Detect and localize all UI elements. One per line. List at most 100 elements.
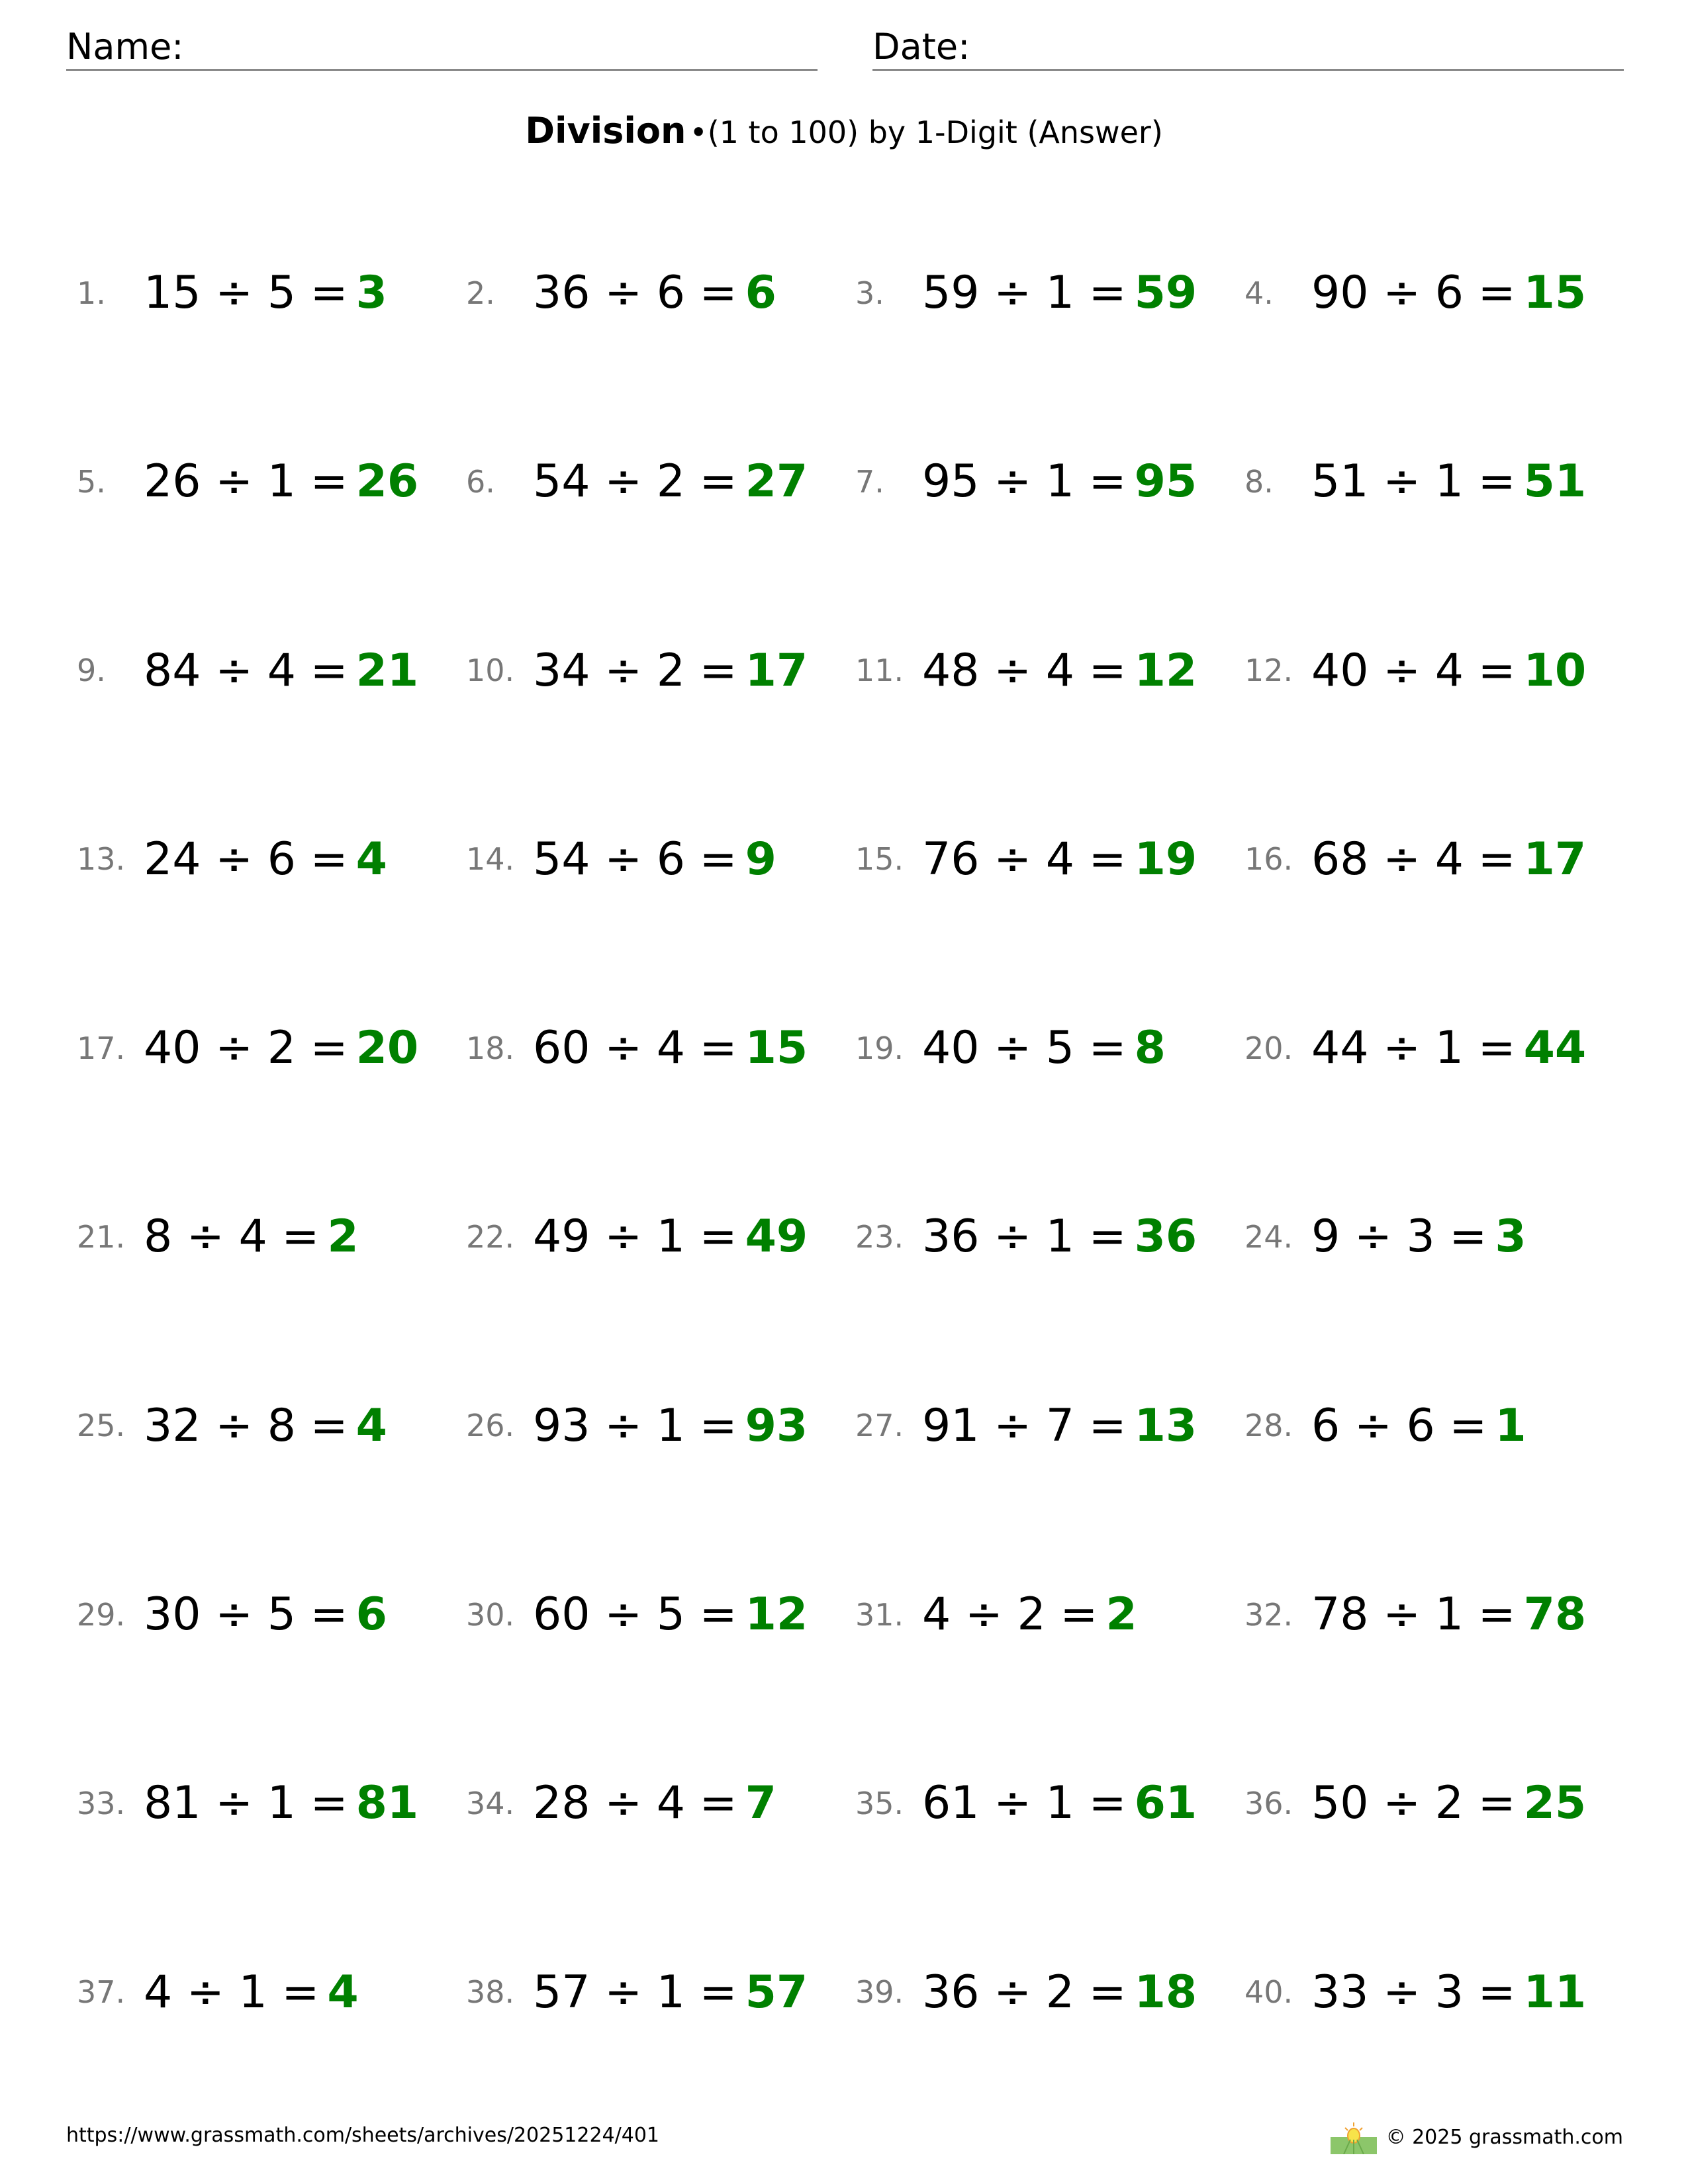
- problem-expression: 44 ÷ 1 =: [1311, 1022, 1516, 1075]
- problem-item: 10. 34 ÷ 2 = 17: [466, 576, 855, 765]
- dividend: 40: [922, 1022, 980, 1075]
- problem-item: 4. 90 ÷ 6 = 15: [1244, 199, 1634, 387]
- problem-number: 13.: [77, 841, 126, 878]
- problem-item: 40. 33 ÷ 3 = 11: [1244, 1898, 1634, 2087]
- problem-answer: 21: [355, 644, 419, 697]
- problem-expression: 60 ÷ 4 =: [533, 1022, 737, 1075]
- problem-item: 5. 26 ÷ 1 = 26: [77, 387, 466, 576]
- divisor: 2: [1017, 1588, 1046, 1641]
- problem-expression: 50 ÷ 2 =: [1311, 1777, 1516, 1830]
- divisor: 1: [656, 1966, 686, 2019]
- problem-expression: 40 ÷ 4 =: [1311, 644, 1516, 697]
- problem-item: 24. 9 ÷ 3 = 3: [1244, 1142, 1634, 1331]
- problem-item: 36. 50 ÷ 2 = 25: [1244, 1709, 1634, 1897]
- problem-number: 19.: [855, 1030, 904, 1066]
- problem-answer: 3: [355, 267, 387, 319]
- dividend: 24: [144, 833, 201, 886]
- divisor: 6: [1434, 267, 1464, 319]
- dividend: 61: [922, 1777, 980, 1830]
- divisor: 5: [1045, 1022, 1075, 1075]
- problem-item: 17. 40 ÷ 2 = 20: [77, 954, 466, 1142]
- divisor: 3: [1406, 1210, 1435, 1263]
- problem-number: 36.: [1244, 1785, 1293, 1821]
- dividend: 33: [1311, 1966, 1369, 2019]
- dividend: 34: [533, 644, 590, 697]
- worksheet-title: Division •(1 to 100) by 1-Digit (Answer): [0, 106, 1688, 165]
- divisor: 1: [1045, 1210, 1075, 1263]
- problem-number: 18.: [466, 1030, 515, 1066]
- problem-answer: 6: [745, 267, 776, 319]
- problem-expression: 36 ÷ 1 =: [922, 1210, 1127, 1263]
- problem-expression: 51 ÷ 1 =: [1311, 455, 1516, 508]
- dividend: 15: [144, 267, 201, 319]
- problem-number: 9.: [77, 653, 106, 689]
- divisor: 4: [656, 1777, 686, 1830]
- divisor: 1: [267, 1777, 297, 1830]
- problem-expression: 40 ÷ 2 =: [144, 1022, 348, 1075]
- problem-item: 22. 49 ÷ 1 = 49: [466, 1142, 855, 1331]
- problem-number: 28.: [1244, 1408, 1293, 1444]
- name-field[interactable]: Name:: [66, 25, 818, 71]
- problem-expression: 48 ÷ 4 =: [922, 644, 1127, 697]
- problem-number: 1.: [77, 275, 106, 311]
- problem-expression: 54 ÷ 2 =: [533, 455, 737, 508]
- problem-number: 10.: [466, 653, 515, 689]
- dividend: 90: [1311, 267, 1369, 319]
- problem-expression: 36 ÷ 6 =: [533, 267, 737, 319]
- problem-answer: 78: [1523, 1588, 1587, 1641]
- divisor: 1: [1434, 1588, 1464, 1641]
- divisor: 6: [267, 833, 297, 886]
- problem-number: 34.: [466, 1785, 515, 1821]
- footer-copyright-block: © 2025 grassmath.com: [1330, 2121, 1623, 2154]
- date-field[interactable]: Date:: [872, 25, 1624, 71]
- dividend: 59: [922, 267, 980, 319]
- problem-expression: 68 ÷ 4 =: [1311, 833, 1516, 886]
- dividend: 48: [922, 644, 980, 697]
- problem-expression: 24 ÷ 6 =: [144, 833, 348, 886]
- problem-number: 7.: [855, 463, 884, 500]
- problem-item: 32. 78 ÷ 1 = 78: [1244, 1520, 1634, 1709]
- problem-item: 12. 40 ÷ 4 = 10: [1244, 576, 1634, 765]
- dividend: 91: [922, 1399, 980, 1452]
- problem-number: 3.: [855, 275, 884, 311]
- dividend: 6: [1311, 1399, 1340, 1452]
- problem-number: 32.: [1244, 1596, 1293, 1633]
- dividend: 84: [144, 644, 201, 697]
- problem-item: 16. 68 ÷ 4 = 17: [1244, 765, 1634, 954]
- problem-expression: 76 ÷ 4 =: [922, 833, 1127, 886]
- problem-item: 38. 57 ÷ 1 = 57: [466, 1898, 855, 2087]
- problem-answer: 44: [1523, 1022, 1587, 1075]
- dividend: 95: [922, 455, 980, 508]
- problem-answer: 15: [1523, 267, 1587, 319]
- dividend: 50: [1311, 1777, 1369, 1830]
- divisor: 6: [1406, 1399, 1435, 1452]
- problem-expression: 34 ÷ 2 =: [533, 644, 737, 697]
- problem-number: 11.: [855, 653, 904, 689]
- problem-item: 27. 91 ÷ 7 = 13: [855, 1332, 1244, 1520]
- divisor: 4: [656, 1022, 686, 1075]
- problem-answer: 18: [1134, 1966, 1197, 2019]
- dividend: 28: [533, 1777, 590, 1830]
- problem-number: 25.: [77, 1408, 126, 1444]
- dividend: 68: [1311, 833, 1369, 886]
- problem-item: 9. 84 ÷ 4 = 21: [77, 576, 466, 765]
- problem-answer: 19: [1134, 833, 1197, 886]
- problem-number: 30.: [466, 1596, 515, 1633]
- divisor: 1: [656, 1210, 686, 1263]
- problem-item: 1. 15 ÷ 5 = 3: [77, 199, 466, 387]
- problem-expression: 15 ÷ 5 =: [144, 267, 348, 319]
- problem-answer: 12: [745, 1588, 808, 1641]
- problem-answer: 2: [1105, 1588, 1137, 1641]
- problem-item: 26. 93 ÷ 1 = 93: [466, 1332, 855, 1520]
- problem-item: 34. 28 ÷ 4 = 7: [466, 1709, 855, 1897]
- problem-item: 30. 60 ÷ 5 = 12: [466, 1520, 855, 1709]
- problem-item: 39. 36 ÷ 2 = 18: [855, 1898, 1244, 2087]
- problem-item: 20. 44 ÷ 1 = 44: [1244, 954, 1634, 1142]
- problem-number: 31.: [855, 1596, 904, 1633]
- dividend: 32: [144, 1399, 201, 1452]
- problem-answer: 15: [745, 1022, 808, 1075]
- problem-expression: 54 ÷ 6 =: [533, 833, 737, 886]
- dividend: 30: [144, 1588, 201, 1641]
- problem-number: 29.: [77, 1596, 126, 1633]
- divisor: 8: [267, 1399, 297, 1452]
